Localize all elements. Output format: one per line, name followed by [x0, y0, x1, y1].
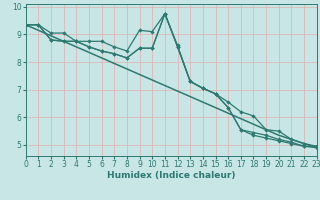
X-axis label: Humidex (Indice chaleur): Humidex (Indice chaleur): [107, 171, 236, 180]
